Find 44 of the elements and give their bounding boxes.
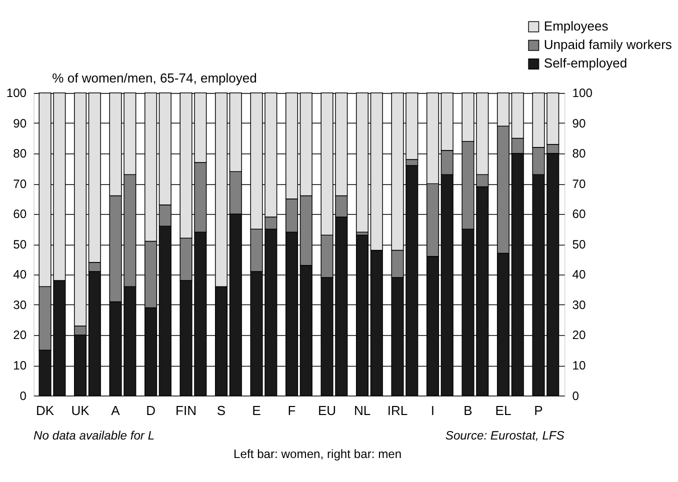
x-tick-label: EL	[495, 403, 512, 418]
y-axis-title: % of women/men, 65-74, employed	[52, 70, 257, 86]
x-tick-label: D	[146, 403, 156, 418]
y2-tick-label: 80	[572, 146, 586, 161]
y-tick-label: 30	[13, 298, 27, 312]
x-tick-label: NL	[354, 403, 371, 418]
text: Left bar: women, right bar: men	[234, 446, 402, 461]
x-tick-label: I	[430, 403, 435, 418]
y2-tick-label: 10	[572, 358, 586, 372]
y2-tick-label: 60	[572, 207, 586, 222]
y2-tick-label: 70	[572, 176, 586, 191]
x-tick-label: A	[111, 403, 120, 418]
y2-tick-label: 50	[572, 237, 586, 252]
text: No data available for L	[34, 428, 155, 442]
y-tick-label: 20	[13, 328, 27, 342]
y2-tick-label: 40	[572, 268, 586, 282]
x-tick-label: EU	[318, 403, 336, 418]
y-tick-label: 100	[6, 86, 27, 100]
y-tick-label: 0	[20, 388, 27, 403]
y-tick-label: 90	[13, 116, 27, 130]
y-tick-label: 70	[13, 176, 27, 191]
y-tick-label: 60	[13, 207, 27, 222]
y-tick-label: 10	[13, 358, 27, 372]
x-tick-label: UK	[71, 403, 90, 418]
y2-tick-label: 90	[572, 116, 586, 130]
legend-label: Unpaid family workers	[544, 37, 672, 52]
y2-tick-label: 100	[572, 86, 593, 100]
y-tick-label: 50	[13, 237, 27, 252]
legend-label: Employees	[544, 18, 609, 34]
x-tick-label: E	[252, 403, 262, 418]
x-tick-label: FIN	[176, 403, 197, 418]
x-tick-label: DK	[36, 403, 54, 418]
x-tick-label: S	[216, 403, 226, 418]
y2-tick-label: 30	[572, 298, 586, 312]
x-tick-label: P	[534, 403, 543, 418]
y2-tick-label: 0	[572, 388, 580, 403]
y-tick-label: 80	[13, 146, 27, 161]
source-note: Source: Eurostat, LFS	[445, 428, 564, 442]
y2-tick-label: 20	[572, 328, 586, 342]
x-tick-label: F	[288, 403, 296, 418]
x-tick-label: IRL	[387, 403, 408, 418]
x-tick-label: B	[464, 403, 472, 418]
y-tick-label: 40	[13, 268, 27, 282]
legend-label: Self-employed	[544, 56, 628, 71]
